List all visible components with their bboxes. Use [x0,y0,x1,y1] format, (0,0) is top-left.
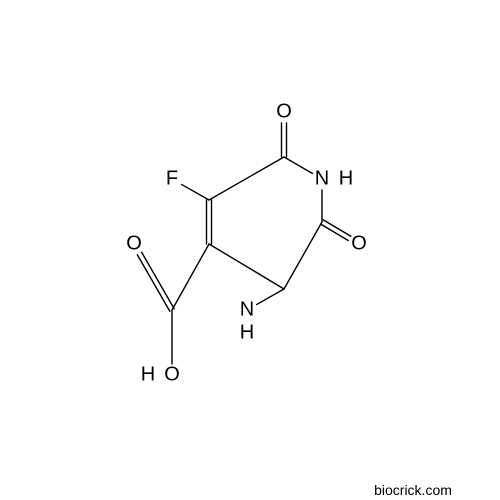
atom-f: F [166,168,178,191]
atom-o2: O [351,233,367,256]
atom-h1: H [339,168,353,191]
atom-h3: H [141,364,155,387]
bond-layer [0,0,500,500]
atom-o4: O [164,364,180,387]
atom-h2: H [240,322,254,345]
atom-o1: O [276,101,292,124]
atom-n1: N [315,168,329,191]
watermark-text: biocrick.com [374,482,452,498]
atom-o3: O [126,233,142,256]
chemical-structure-canvas: FNHOONHOOH biocrick.com [0,0,500,500]
atom-n2: N [240,299,254,322]
